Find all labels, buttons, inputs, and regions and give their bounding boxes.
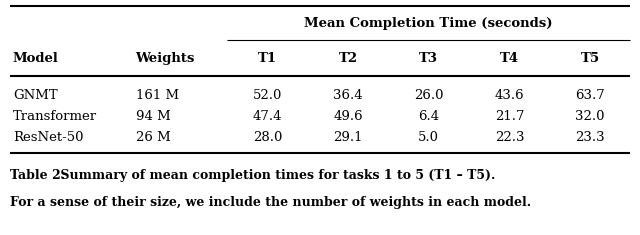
Text: T1: T1: [258, 52, 277, 65]
Text: 47.4: 47.4: [253, 110, 282, 123]
Text: 161 M: 161 M: [136, 89, 179, 102]
Text: 29.1: 29.1: [333, 131, 363, 144]
Text: GNMT: GNMT: [13, 89, 58, 102]
Text: Table 2.: Table 2.: [10, 168, 65, 182]
Text: For a sense of their size, we include the number of weights in each model.: For a sense of their size, we include th…: [10, 196, 531, 209]
Text: 22.3: 22.3: [495, 131, 524, 144]
Text: 26 M: 26 M: [136, 131, 170, 144]
Text: ResNet-50: ResNet-50: [13, 131, 83, 144]
Text: 6.4: 6.4: [418, 110, 439, 123]
Text: 21.7: 21.7: [495, 110, 524, 123]
Text: 26.0: 26.0: [414, 89, 444, 102]
Text: 23.3: 23.3: [575, 131, 605, 144]
Text: 63.7: 63.7: [575, 89, 605, 102]
Text: Transformer: Transformer: [13, 110, 97, 123]
Text: 28.0: 28.0: [253, 131, 282, 144]
Text: 36.4: 36.4: [333, 89, 363, 102]
Text: T4: T4: [500, 52, 519, 65]
Text: T3: T3: [419, 52, 438, 65]
Text: T5: T5: [580, 52, 600, 65]
Text: Weights: Weights: [136, 52, 195, 65]
Text: 32.0: 32.0: [575, 110, 605, 123]
Text: 52.0: 52.0: [253, 89, 282, 102]
Text: Model: Model: [13, 52, 59, 65]
Text: 49.6: 49.6: [333, 110, 363, 123]
Text: Summary of mean completion times for tasks 1 to 5 (T1 – T5).: Summary of mean completion times for tas…: [56, 168, 495, 182]
Text: 5.0: 5.0: [418, 131, 439, 144]
Text: 43.6: 43.6: [495, 89, 524, 102]
Text: T2: T2: [339, 52, 358, 65]
Text: 94 M: 94 M: [136, 110, 170, 123]
Text: Mean Completion Time (seconds): Mean Completion Time (seconds): [305, 17, 553, 30]
